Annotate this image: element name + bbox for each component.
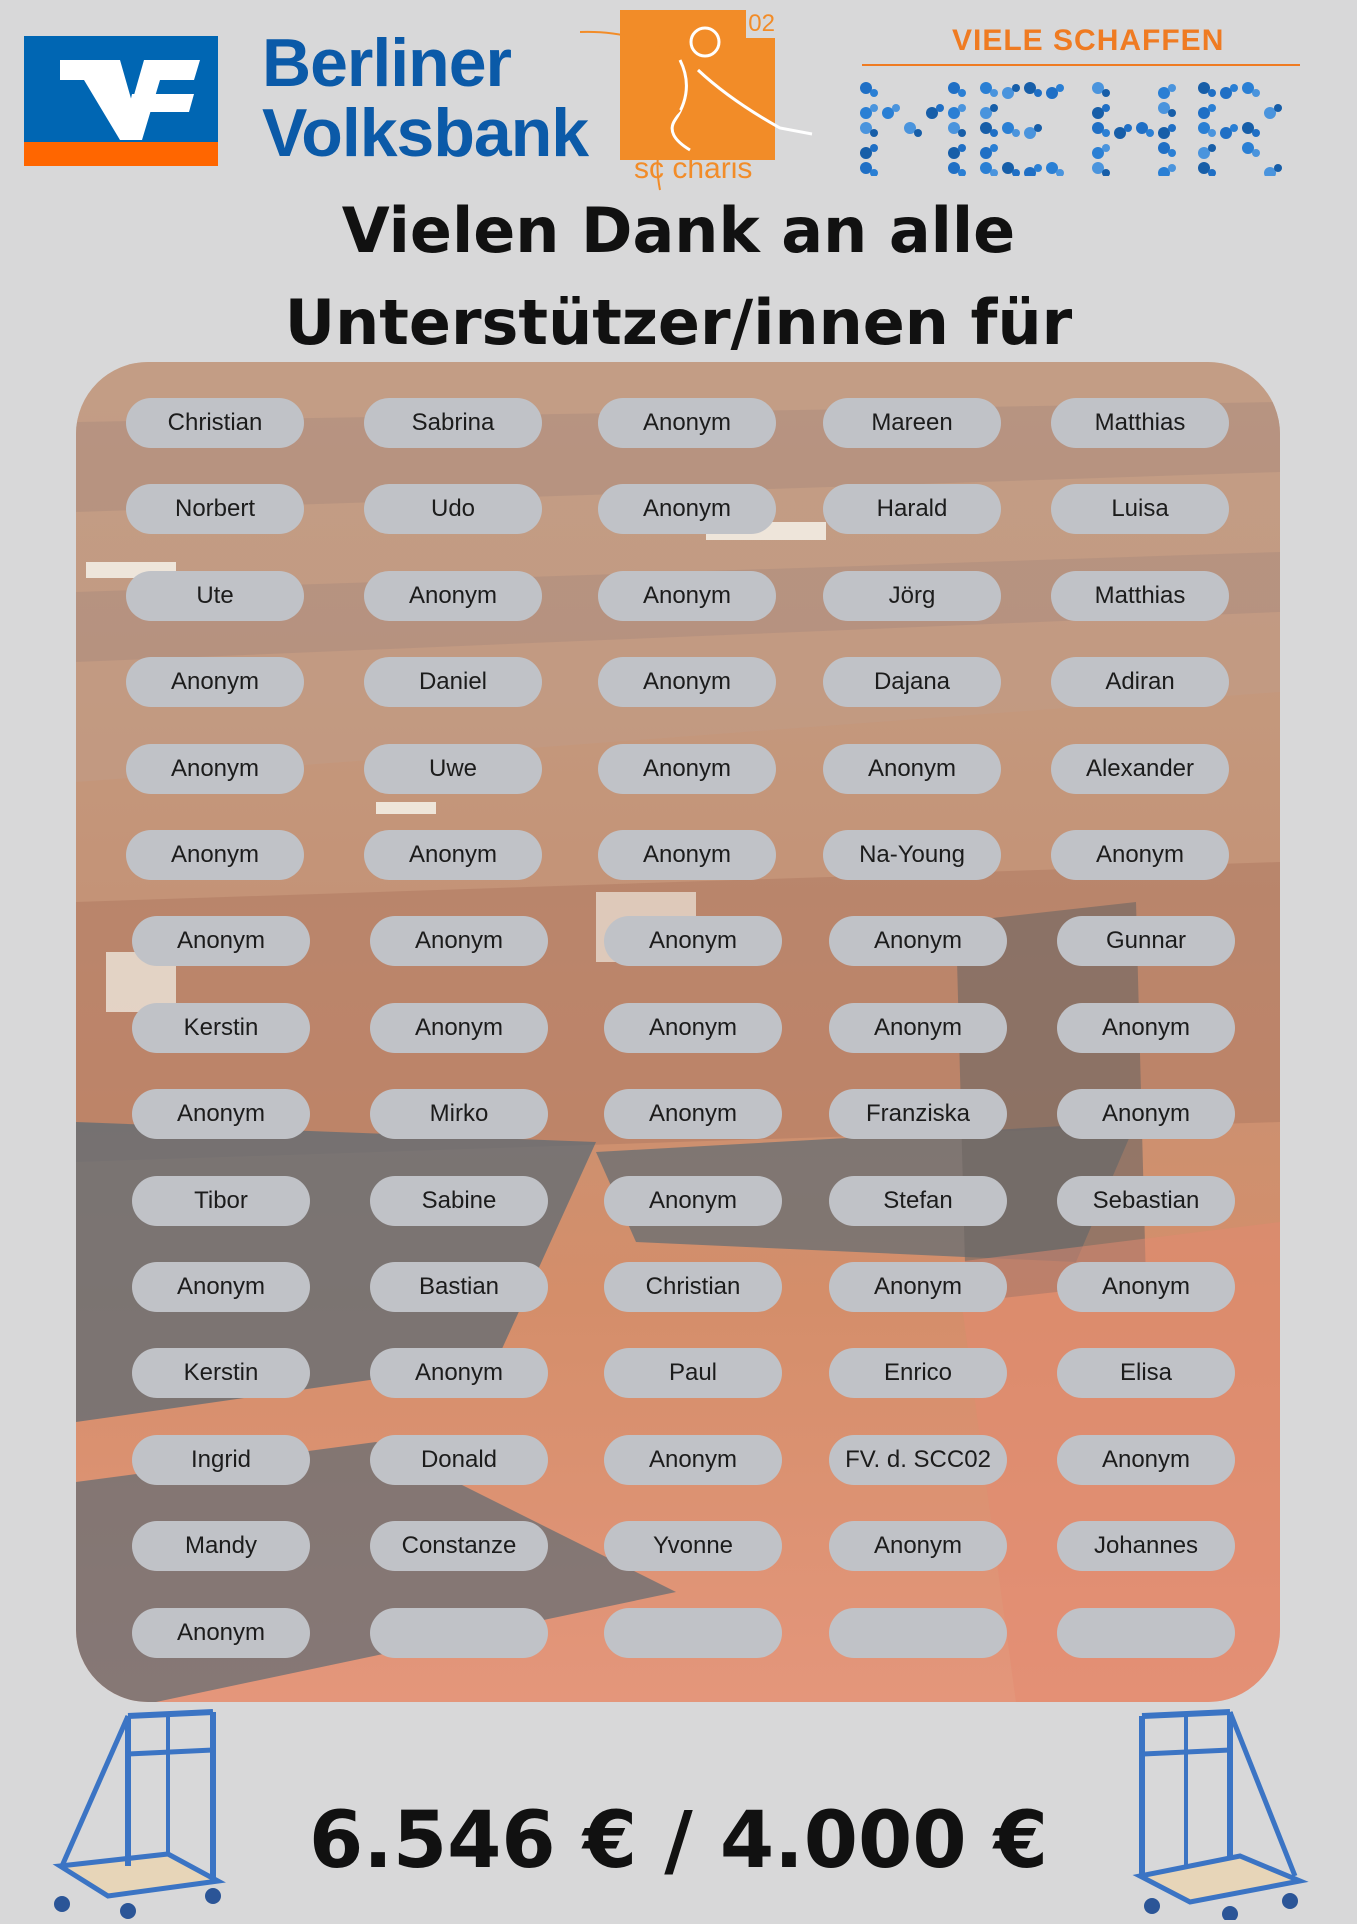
supporter-name-pill: Anonym [126, 657, 304, 707]
supporter-name-pill: Anonym [829, 916, 1007, 966]
campaign-tagline: VIELE SCHAFFEN [952, 24, 1225, 57]
supporter-name-pill: Christian [126, 398, 304, 448]
supporter-name-pill: Anonym [598, 657, 776, 707]
volksbank-logo-icon [24, 36, 218, 166]
supporter-name-pill: Anonym [364, 571, 542, 621]
trolley-icon-right [1130, 1706, 1310, 1924]
supporter-name-pill: Christian [604, 1262, 782, 1312]
supporter-name-pill: Kerstin [132, 1003, 310, 1053]
supporter-name-pill: Anonym [604, 1435, 782, 1485]
supporter-name-pill: Paul [604, 1348, 782, 1398]
supporter-name-pill: Ute [126, 571, 304, 621]
supporter-name-pill: Anonym [1051, 830, 1229, 880]
supporter-name-pill: Luisa [1051, 484, 1229, 534]
header: Berliner Volksbank 02 sc charis VIELE SC… [0, 0, 1357, 191]
page-title-line1: Vielen Dank an alle [341, 194, 1016, 267]
supporter-name-pill: Na-Young [823, 830, 1001, 880]
supporter-name-pill: Anonym [370, 1003, 548, 1053]
supporter-name-pill: Anonym [598, 744, 776, 794]
supporter-name-pill: Daniel [364, 657, 542, 707]
club-name: sc charis [634, 152, 753, 185]
supporter-name-pill: Elisa [1057, 1348, 1235, 1398]
supporter-name-pill: Anonym [604, 916, 782, 966]
supporter-name-pill: Udo [364, 484, 542, 534]
supporter-name-pill: Dajana [823, 657, 1001, 707]
supporter-name-pill: Anonym [132, 1089, 310, 1139]
supporter-name-pill: Stefan [829, 1176, 1007, 1226]
campaign-mehr-logo [860, 80, 1310, 180]
supporter-name-pill: Anonym [829, 1521, 1007, 1571]
sc-charis-logo: 02 sc charis [580, 10, 813, 191]
supporter-name-pill: Gunnar [1057, 916, 1235, 966]
supporter-name-pill: Anonym [126, 744, 304, 794]
donation-total: 6.546 € / 4.000 € [308, 1796, 1049, 1886]
page-title-line2: Unterstützer/innen für [284, 286, 1073, 359]
supporter-name-pill: Anonym [829, 1262, 1007, 1312]
supporter-name-pill: Johannes [1057, 1521, 1235, 1571]
bank-name-line1: Berliner [262, 25, 512, 101]
supporter-name-pill: Anonym [598, 571, 776, 621]
campaign-divider [862, 64, 1300, 66]
supporter-name-pill: Anonym [364, 830, 542, 880]
supporter-name-pill [829, 1608, 1007, 1658]
supporter-name-pill: Mareen [823, 398, 1001, 448]
supporters-panel: Christian Sabrina Anonym Mareen Matthias Norb… [76, 362, 1280, 1702]
supporter-name-pill: FV. d. SCC02 [829, 1435, 1007, 1485]
supporter-name-pill: Donald [370, 1435, 548, 1485]
supporter-name-pill: Anonym [1057, 1089, 1235, 1139]
supporter-name-pill: Anonym [604, 1089, 782, 1139]
bank-name-line2: Volksbank [262, 95, 589, 171]
supporter-name-pill: Anonym [132, 1608, 310, 1658]
supporter-name-pill: Anonym [1057, 1262, 1235, 1312]
supporter-name-pill: Matthias [1051, 571, 1229, 621]
supporter-name-pill: Sabrina [364, 398, 542, 448]
supporter-name-pill: Adiran [1051, 657, 1229, 707]
supporter-name-pill: Enrico [829, 1348, 1007, 1398]
supporter-name-pill: Mandy [132, 1521, 310, 1571]
supporter-name-pill: Bastian [370, 1262, 548, 1312]
supporter-name-pill [370, 1608, 548, 1658]
supporter-name-pill: Anonym [604, 1003, 782, 1053]
supporter-name-pill: Anonym [598, 484, 776, 534]
supporter-name-pill: Mirko [370, 1089, 548, 1139]
supporter-name-pill: Anonym [829, 1003, 1007, 1053]
supporter-name-pill: Anonym [598, 830, 776, 880]
supporter-name-pill: Kerstin [132, 1348, 310, 1398]
trolley-icon-left [48, 1706, 228, 1924]
supporter-name-pill: Sebastian [1057, 1176, 1235, 1226]
supporter-name-pill: Ingrid [132, 1435, 310, 1485]
supporter-name-pill: Anonym [370, 916, 548, 966]
supporter-name-pill: Franziska [829, 1089, 1007, 1139]
supporter-name-pill: Anonym [1057, 1003, 1235, 1053]
supporter-name-pill: Jörg [823, 571, 1001, 621]
supporter-name-pill [604, 1608, 782, 1658]
bank-name: Berliner Volksbank [262, 25, 589, 171]
supporter-name-pill: Anonym [1057, 1435, 1235, 1485]
supporter-name-pill: Anonym [132, 916, 310, 966]
club-number: 02 [746, 10, 777, 38]
supporter-name-pill: Anonym [370, 1348, 548, 1398]
supporter-name-pill: Anonym [132, 1262, 310, 1312]
supporter-name-pill [1057, 1608, 1235, 1658]
supporter-name-pill: Alexander [1051, 744, 1229, 794]
supporter-name-pill: Matthias [1051, 398, 1229, 448]
supporter-name-pill: Constanze [370, 1521, 548, 1571]
supporter-name-pill: Anonym [604, 1176, 782, 1226]
supporter-name-pill: Anonym [823, 744, 1001, 794]
supporter-name-pill: Yvonne [604, 1521, 782, 1571]
supporter-name-pill: Tibor [132, 1176, 310, 1226]
supporter-name-pill: Harald [823, 484, 1001, 534]
supporter-name-pill: Sabine [370, 1176, 548, 1226]
supporter-name-pill: Norbert [126, 484, 304, 534]
supporter-name-pill: Anonym [126, 830, 304, 880]
supporter-name-pill: Uwe [364, 744, 542, 794]
supporter-name-pill: Anonym [598, 398, 776, 448]
